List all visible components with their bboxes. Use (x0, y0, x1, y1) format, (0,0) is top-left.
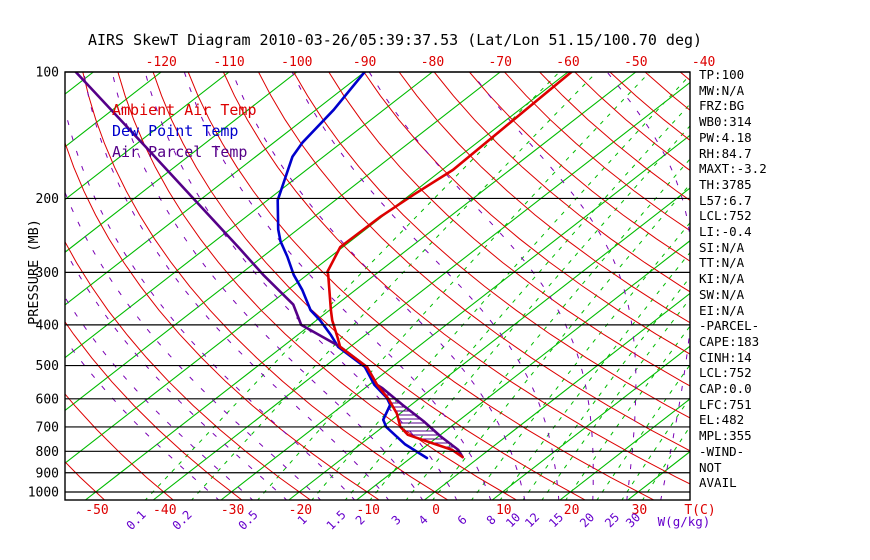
chart-title: AIRS SkewT Diagram 2010-03-26/05:39:37.5… (87, 31, 703, 49)
plot-area (65, 72, 690, 500)
pressure-tick: 600 (36, 392, 59, 407)
legend-air-parcel-temp: Air Parcel Temp (112, 143, 248, 161)
bottom-axis-tick: 10 (496, 503, 512, 518)
top-axis-tick: -100 (281, 55, 312, 70)
stat-line: MAXT:-3.2 (699, 161, 767, 177)
stat-line: TP:100 (699, 67, 745, 82)
mixing-ratio-tick: 0.1 (124, 508, 149, 533)
mixing-ratio-tick: 4 (416, 513, 431, 528)
legend-dew-point-temp: Dew Point Temp (112, 122, 239, 140)
mixing-ratio-tick: 3 (389, 513, 404, 528)
mixing-ratio-tick: 12 (522, 510, 542, 530)
pressure-tick: 100 (36, 66, 59, 81)
stat-line: CAP:0.0 (699, 381, 752, 397)
stat-line: SW:N/A (699, 286, 745, 302)
mixing-ratio-tick: 25 (602, 510, 622, 530)
stat-line: L57:6.7 (699, 192, 752, 208)
mixing-axis-label: W(g/kg) (658, 514, 711, 529)
pressure-tick: 700 (36, 420, 59, 435)
top-axis-tick: -40 (692, 55, 715, 70)
stat-line: -WIND- (699, 443, 745, 459)
moist-adiabat-lines (65, 72, 690, 500)
bottom-axis-tick: 20 (564, 503, 580, 518)
bottom-axis-tick: -10 (356, 503, 379, 518)
stat-line: WB0:314 (699, 114, 752, 130)
stat-line: CINH:14 (699, 349, 752, 365)
stats-panel: TP:100 MW:N/A FRZ:BG WB0:314 PW:4.18 RH:84.7 M… (699, 67, 767, 491)
bottom-axis-tick: -30 (221, 503, 244, 518)
dew-point-curve (276, 72, 429, 460)
pressure-gridlines (65, 71, 690, 493)
pressure-axis-label: PRESSURE (MB) (26, 219, 42, 325)
stat-line: EI:N/A (699, 302, 745, 318)
top-axis-tick: -60 (556, 55, 579, 70)
ambient-temp-curve (326, 72, 573, 459)
pressure-tick: 1000 (28, 486, 59, 501)
plot-frame (64, 71, 691, 501)
pressure-tick: 200 (36, 192, 59, 207)
stat-line: AVAIL (699, 475, 737, 491)
bottom-axis-tick: -20 (289, 503, 312, 518)
stat-line: MW:N/A (699, 82, 745, 98)
bottom-axis-tick: 30 (632, 503, 648, 518)
top-axis-tick: -90 (353, 55, 376, 70)
top-axis-tick: -120 (146, 55, 177, 70)
stat-line: -PARCEL- (699, 318, 760, 334)
pressure-tick: 300 (36, 266, 59, 281)
stat-line: PW:4.18 (699, 129, 752, 145)
stat-line: LFC:751 (699, 396, 752, 412)
bottom-axis-tick: -50 (85, 503, 108, 518)
stat-line: EL:482 (699, 412, 745, 428)
pressure-tick: 500 (36, 359, 59, 374)
pressure-tick: 400 (36, 318, 59, 333)
top-axis-tick: -80 (421, 55, 444, 70)
stat-line: RH:84.7 (699, 145, 752, 161)
stat-line: TT:N/A (699, 255, 745, 271)
top-axis-tick: -50 (624, 55, 647, 70)
stat-line: LI:-0.4 (699, 224, 752, 240)
stat-line: SI:N/A (699, 239, 745, 255)
stat-line: NOT (699, 459, 722, 475)
stat-line: KI:N/A (699, 271, 745, 287)
pressure-tick: 800 (36, 445, 59, 460)
legend-ambient-air-temp: Ambient Air Temp (112, 101, 257, 119)
isotherm-lines (65, 72, 690, 500)
stat-line: LCL:752 (699, 208, 752, 224)
stat-line: TH:3785 (699, 176, 752, 192)
stat-line: LCL:752 (699, 365, 752, 381)
top-axis-tick: -110 (213, 55, 244, 70)
mixing-ratio-tick: 6 (455, 513, 470, 528)
mixing-ratio-tick: 1.5 (324, 508, 349, 533)
stat-line: CAPE:183 (699, 333, 760, 349)
pressure-tick: 900 (36, 466, 59, 481)
stat-line: MPL:355 (699, 428, 752, 444)
stat-line: FRZ:BG (699, 98, 745, 114)
mixing-ratio-tick: 20 (577, 510, 597, 530)
temp-axis-label: T(C) (684, 503, 715, 518)
bottom-axis-tick: -40 (153, 503, 176, 518)
bottom-axis-tick: 0 (432, 503, 440, 518)
top-axis-tick: -70 (488, 55, 511, 70)
